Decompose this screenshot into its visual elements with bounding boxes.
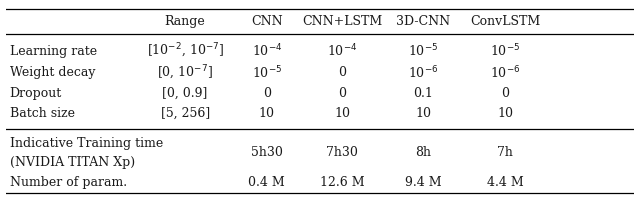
Text: Range: Range [164, 15, 205, 28]
Text: CNN: CNN [251, 15, 282, 28]
Text: 10$^{-6}$: 10$^{-6}$ [490, 65, 520, 81]
Text: 4.4 M: 4.4 M [486, 176, 524, 188]
Text: 10: 10 [415, 107, 431, 120]
Text: 5h30: 5h30 [251, 146, 283, 159]
Text: CNN+LSTM: CNN+LSTM [302, 15, 382, 28]
Text: 10$^{-5}$: 10$^{-5}$ [490, 43, 520, 60]
Text: 7h30: 7h30 [326, 146, 358, 159]
Text: Number of param.: Number of param. [10, 176, 127, 188]
Text: Indicative Training time: Indicative Training time [10, 137, 163, 150]
Text: 9.4 M: 9.4 M [405, 176, 442, 188]
Text: 0: 0 [338, 66, 346, 79]
Text: 12.6 M: 12.6 M [319, 176, 364, 188]
Text: 0: 0 [501, 87, 509, 100]
Text: 7h: 7h [497, 146, 513, 159]
Text: [5, 256]: [5, 256] [161, 107, 210, 120]
Text: 10$^{-5}$: 10$^{-5}$ [408, 43, 438, 60]
Text: Learning rate: Learning rate [10, 45, 97, 58]
Text: 10: 10 [497, 107, 513, 120]
Text: ConvLSTM: ConvLSTM [470, 15, 540, 28]
Text: [0, 10$^{-7}$]: [0, 10$^{-7}$] [157, 64, 213, 82]
Text: 10$^{-4}$: 10$^{-4}$ [327, 43, 357, 60]
Text: Dropout: Dropout [10, 87, 62, 100]
Text: 10$^{-5}$: 10$^{-5}$ [252, 65, 282, 81]
Text: [0, 0.9]: [0, 0.9] [163, 87, 208, 100]
Text: 10$^{-4}$: 10$^{-4}$ [252, 43, 282, 60]
Text: 0: 0 [262, 87, 271, 100]
Text: [10$^{-2}$, 10$^{-7}$]: [10$^{-2}$, 10$^{-7}$] [147, 42, 224, 61]
Text: 0.4 M: 0.4 M [248, 176, 285, 188]
Text: 8h: 8h [415, 146, 431, 159]
Text: 10: 10 [259, 107, 275, 120]
Text: 10: 10 [334, 107, 350, 120]
Text: 0.1: 0.1 [413, 87, 433, 100]
Text: 3D-CNN: 3D-CNN [396, 15, 451, 28]
Text: Batch size: Batch size [10, 107, 74, 120]
Text: Weight decay: Weight decay [10, 66, 95, 79]
Text: 0: 0 [338, 87, 346, 100]
Text: 10$^{-6}$: 10$^{-6}$ [408, 65, 438, 81]
Text: (NVIDIA TITAN Xp): (NVIDIA TITAN Xp) [10, 156, 134, 168]
